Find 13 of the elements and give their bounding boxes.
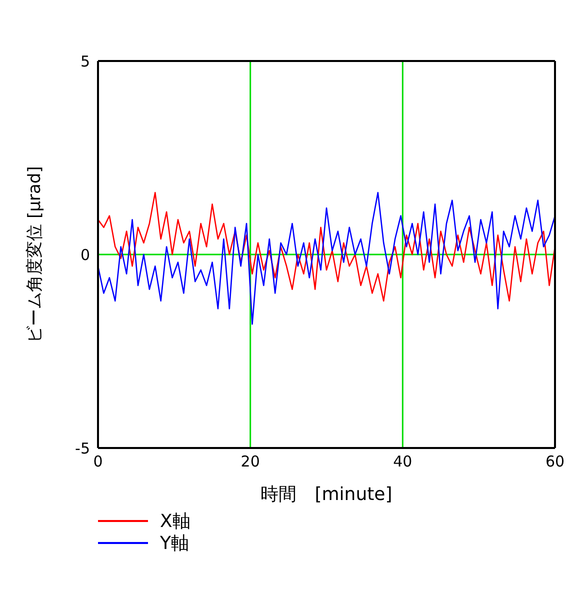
line-series [98,192,555,325]
y-axis-title: ビーム角度変位 [μrad] [25,166,46,343]
x-axis-title: 時間 [minute] [260,484,392,505]
y-tick-label: -5 [75,439,90,458]
y-tick-label: 0 [80,246,90,264]
y-tick-label: 5 [80,52,90,70]
x-tick-label: 20 [240,452,260,471]
legend-label: X軸 [160,510,190,533]
x-tick-label: 60 [545,452,565,471]
line-series [98,192,555,302]
legend-label: Y軸 [160,532,189,555]
x-tick-label: 40 [393,452,412,471]
x-tick-label: 0 [93,452,103,471]
